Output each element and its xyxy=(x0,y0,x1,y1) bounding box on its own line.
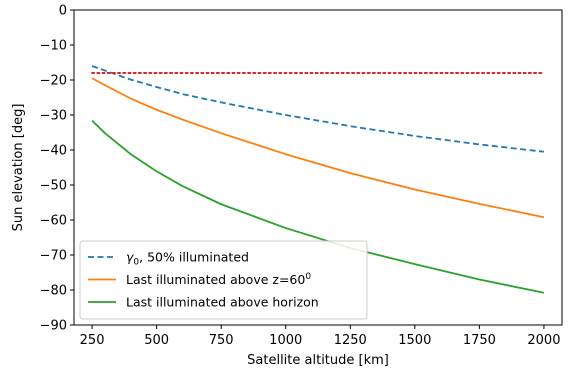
plot-area xyxy=(91,65,545,294)
legend: γ0, 50% illuminated Last illuminated abov… xyxy=(79,240,368,320)
x-tick-label: 1500 xyxy=(398,333,431,348)
legend-label-1: γ0, 50% illuminated xyxy=(126,250,249,268)
x-tick-label: 250 xyxy=(80,333,105,348)
plot-frame xyxy=(73,9,563,326)
y-tick-label: −50 xyxy=(40,179,67,194)
x-tick-label: 1750 xyxy=(463,333,496,348)
y-tick-label: 0 xyxy=(59,4,67,19)
y-tick-label: −10 xyxy=(40,39,67,54)
x-tick-label: 750 xyxy=(209,333,234,348)
x-axis-label: Satellite altitude [km] xyxy=(247,353,389,368)
series-line-3 xyxy=(91,119,545,294)
series-line-2 xyxy=(91,77,545,219)
y-tick-label: −90 xyxy=(40,319,67,334)
x-tick-label: 1000 xyxy=(269,333,302,348)
legend-box xyxy=(79,240,368,320)
y-axis-label: Sun elevation [deg] xyxy=(11,104,26,232)
y-tick-label: −60 xyxy=(40,214,67,229)
x-tick-label: 1250 xyxy=(334,333,367,348)
axes: 250 500 750 1000 1250 1500 1750 2000 0 −10 −20 −30 −… xyxy=(40,4,563,348)
x-tick-label: 500 xyxy=(144,333,169,348)
legend-label-3: Last illuminated above horizon xyxy=(126,295,319,310)
y-tick-label: −30 xyxy=(40,109,67,124)
y-tick-label: −80 xyxy=(40,284,67,299)
x-tick-label: 2000 xyxy=(527,333,560,348)
y-tick-label: −40 xyxy=(40,144,67,159)
y-tick-label: −70 xyxy=(40,249,67,264)
legend-label-2: Last illuminated above z=600 xyxy=(126,272,311,287)
series-line-1 xyxy=(91,65,545,153)
y-tick-label: −20 xyxy=(40,74,67,89)
